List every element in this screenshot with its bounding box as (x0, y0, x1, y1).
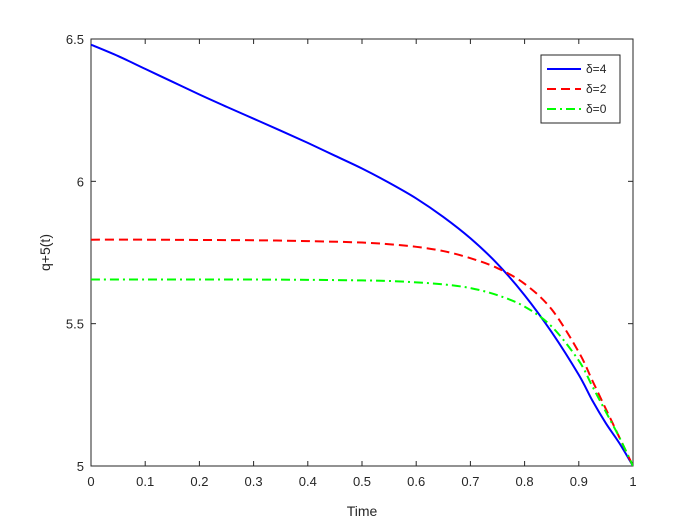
x-tick-label: 0.2 (190, 474, 208, 489)
series-line-1 (91, 43, 633, 466)
legend-label: δ=4 (586, 62, 607, 76)
x-tick-label: 0.7 (461, 474, 479, 489)
plot-area: 0 0.1 0.2 0.3 0.4 0.5 0.6 0.7 0.8 0.9 1 5 5.5 6 6.5 Tim… (37, 32, 637, 519)
x-tick-label: 0.1 (136, 474, 154, 489)
y-tick-label: 5 (77, 459, 84, 474)
series-line-3 (91, 278, 633, 466)
x-tick-label: 1 (629, 474, 636, 489)
legend-label: δ=2 (586, 82, 607, 96)
x-tick-label: 0 (87, 474, 94, 489)
legend-label: δ=0 (586, 102, 607, 116)
y-tick-label: 5.5 (66, 317, 84, 332)
x-tick-label: 0.6 (407, 474, 425, 489)
x-tick-label: 0.8 (516, 474, 534, 489)
series-line-2 (91, 238, 633, 466)
x-tick-label: 0.9 (570, 474, 588, 489)
x-tick-label: 0.3 (245, 474, 263, 489)
x-tick-label: 0.4 (299, 474, 317, 489)
x-tick-label: 0.5 (353, 474, 371, 489)
y-axis-label: q+5(t) (37, 234, 53, 271)
y-tick-label: 6.5 (66, 32, 84, 47)
y-tick-label: 6 (77, 174, 84, 189)
x-axis-label: Time (347, 503, 378, 519)
legend: δ=4 δ=2 δ=0 (540, 54, 621, 124)
